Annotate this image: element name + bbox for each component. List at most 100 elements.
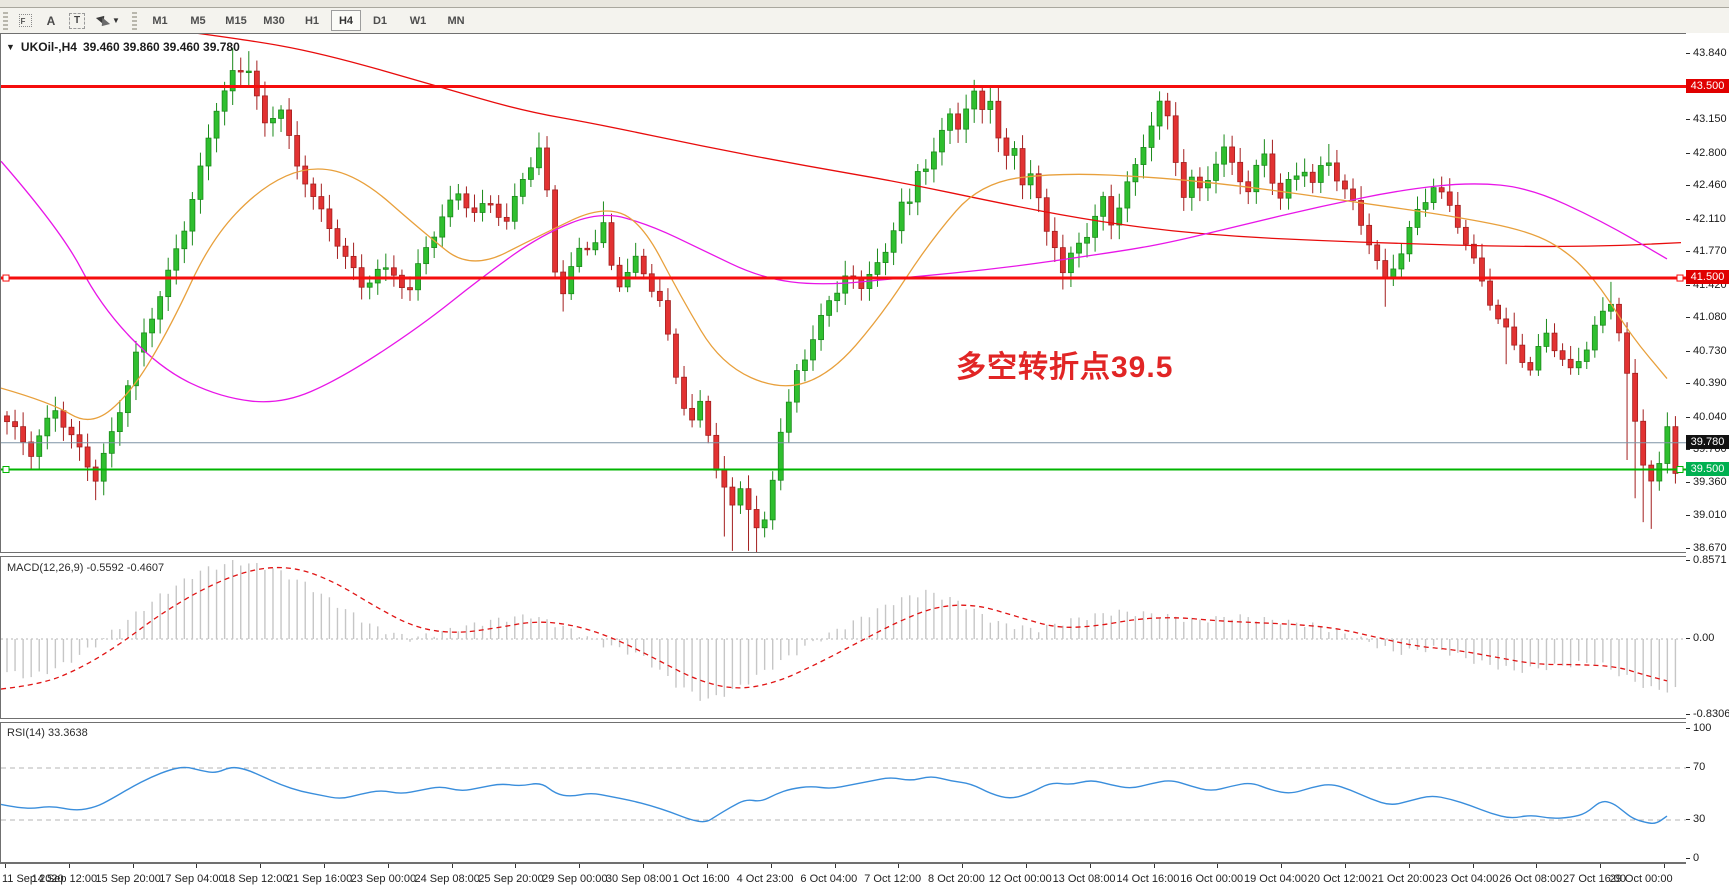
date-tick — [962, 864, 964, 868]
macd-chart[interactable] — [0, 557, 1686, 718]
macd-indicator-panel[interactable] — [0, 556, 1687, 719]
axis-tick — [1686, 284, 1690, 286]
date-tick — [579, 864, 581, 868]
date-tick — [387, 864, 389, 868]
axis-tick — [1686, 515, 1690, 517]
axis-tick — [1686, 119, 1690, 121]
date-label: 1 Oct 16:00 — [672, 873, 730, 885]
text-label-button[interactable]: A — [38, 10, 64, 31]
text-box-icon: T — [69, 12, 85, 29]
axis-tick — [1686, 858, 1690, 859]
axis-tick — [1686, 728, 1690, 729]
date-tick — [1345, 864, 1346, 868]
axis-tick — [1686, 481, 1690, 483]
date-label: 30 Sep 08:00 — [605, 873, 672, 885]
date-tick — [451, 864, 453, 868]
axis-tick — [1686, 251, 1690, 253]
axis-tick — [1686, 819, 1690, 820]
axis-tick — [1686, 53, 1690, 54]
axis-tick — [1686, 185, 1690, 187]
fibonacci-icon: F — [18, 14, 32, 27]
axis-tick-label: 43.150 — [1693, 113, 1727, 126]
chart-ohlc-values: 39.460 39.860 39.460 39.780 — [82, 40, 240, 54]
fibonacci-tool-button[interactable]: F — [12, 10, 38, 31]
date-tick — [1600, 864, 1602, 868]
timeframe-button-W1[interactable]: W1 — [409, 14, 427, 27]
main-toolbar: F A T ▼ M1 M5 M15 M30 H1 H4 D1 W1 MN — [0, 8, 1729, 34]
ma-orange[interactable] — [0, 168, 1668, 421]
axis-tick-label: 0.8571 — [1693, 554, 1727, 566]
date-label: 29 Sep 00:00 — [542, 873, 608, 885]
axis-tick-label: 30 — [1693, 813, 1706, 825]
price-label-41.500: 41.500 — [1686, 270, 1729, 285]
date-tick — [324, 864, 326, 868]
text-label-icon: A — [46, 13, 56, 28]
date-tick — [1217, 864, 1219, 868]
timeframe-button-M5[interactable]: M5 — [190, 14, 206, 27]
axis-tick-label: 41.770 — [1693, 245, 1727, 258]
main-chart-panel[interactable] — [0, 26, 1687, 556]
candlestick-chart[interactable] — [0, 26, 1686, 556]
rsi-chart[interactable] — [0, 723, 1686, 862]
date-label: 29 Oct 00:00 — [1609, 873, 1673, 885]
date-tick — [1664, 864, 1666, 868]
chevron-down-icon[interactable]: ▼ — [112, 16, 120, 25]
timeframe-button-M15[interactable]: M15 — [225, 14, 247, 27]
text-box-button[interactable]: T — [64, 10, 90, 31]
line-handle[interactable] — [2, 274, 10, 282]
date-tick — [643, 864, 645, 868]
rsi-line — [0, 766, 1668, 825]
axis-tick-label: -0.8306 — [1693, 707, 1729, 720]
date-label: 21 Oct 20:00 — [1371, 873, 1435, 885]
date-tick — [1089, 864, 1091, 868]
axis-tick — [1686, 416, 1690, 418]
date-label: 17 Sep 04:00 — [159, 873, 225, 885]
ma-magenta[interactable] — [0, 160, 1668, 403]
timeframe-button-H1[interactable]: H1 — [304, 14, 320, 27]
line-handle[interactable] — [1676, 466, 1684, 474]
arrows-tool-button[interactable]: ▼ — [90, 10, 126, 31]
timeframe-button-D1[interactable]: D1 — [372, 14, 388, 27]
date-axis[interactable]: 11 Sep 2020 14 Sep 12:00 15 Sep 20:00 17 Se… — [0, 863, 1686, 896]
axis-tick — [1686, 317, 1690, 319]
date-label: 27 Oct 16:00 — [1563, 873, 1627, 885]
candles — [4, 48, 1679, 556]
date-label: 12 Oct 00:00 — [988, 873, 1052, 885]
price-label-39.780: 39.780 — [1686, 434, 1729, 449]
rsi-indicator-panel[interactable] — [0, 722, 1687, 863]
chart-annotation-text[interactable]: 多空转折点39.5 — [956, 351, 1174, 384]
timeframe-button-M1[interactable]: M1 — [152, 14, 168, 27]
date-tick — [260, 864, 262, 868]
symbol-dropdown-icon[interactable]: ▼ — [6, 42, 15, 52]
price-label-39.500: 39.500 — [1686, 461, 1729, 476]
line-handle[interactable] — [1676, 274, 1684, 282]
ma-slow-red[interactable] — [150, 26, 1682, 248]
timeframe-button-MN[interactable]: MN — [447, 14, 465, 27]
axis-tick — [1686, 350, 1690, 352]
axis-tick-label: 42.800 — [1693, 146, 1727, 159]
axis-tick-label: 40.730 — [1693, 344, 1727, 357]
axis-tick — [1686, 383, 1690, 385]
date-label: 21 Sep 16:00 — [286, 873, 353, 885]
chart-title: ▼ UKOil-,H4 39.460 39.860 39.460 39.780 — [6, 40, 240, 54]
axis-tick-label: 39.010 — [1693, 509, 1727, 522]
date-tick — [1281, 864, 1283, 868]
axis-tick-label: 38.670 — [1693, 541, 1727, 554]
axis-tick-label: 40.040 — [1693, 410, 1727, 423]
axis-tick-label: 41.080 — [1693, 311, 1727, 324]
date-label: 24 Sep 08:00 — [414, 873, 480, 885]
axis-tick — [1686, 449, 1690, 451]
date-label: 8 Oct 20:00 — [928, 873, 985, 885]
axis-tick-label: 42.110 — [1693, 212, 1726, 225]
price-axis[interactable]: 43.840 43.150 42.800 42.460 42.110 41.770 41.4… — [1686, 33, 1729, 896]
timeframe-button-H4[interactable]: H4 — [331, 10, 361, 31]
timeframe-button-M30[interactable]: M30 — [263, 14, 285, 27]
toolbar-grip[interactable] — [132, 11, 137, 30]
date-tick — [1536, 864, 1538, 868]
date-label: 6 Oct 04:00 — [800, 873, 858, 885]
date-label: 16 Oct 00:00 — [1180, 873, 1244, 885]
chart-symbol-period: UKOil-,H4 — [20, 40, 77, 54]
toolbar-grip[interactable] — [3, 11, 8, 30]
date-label: 26 Oct 08:00 — [1499, 873, 1563, 885]
line-handle[interactable] — [2, 466, 10, 474]
